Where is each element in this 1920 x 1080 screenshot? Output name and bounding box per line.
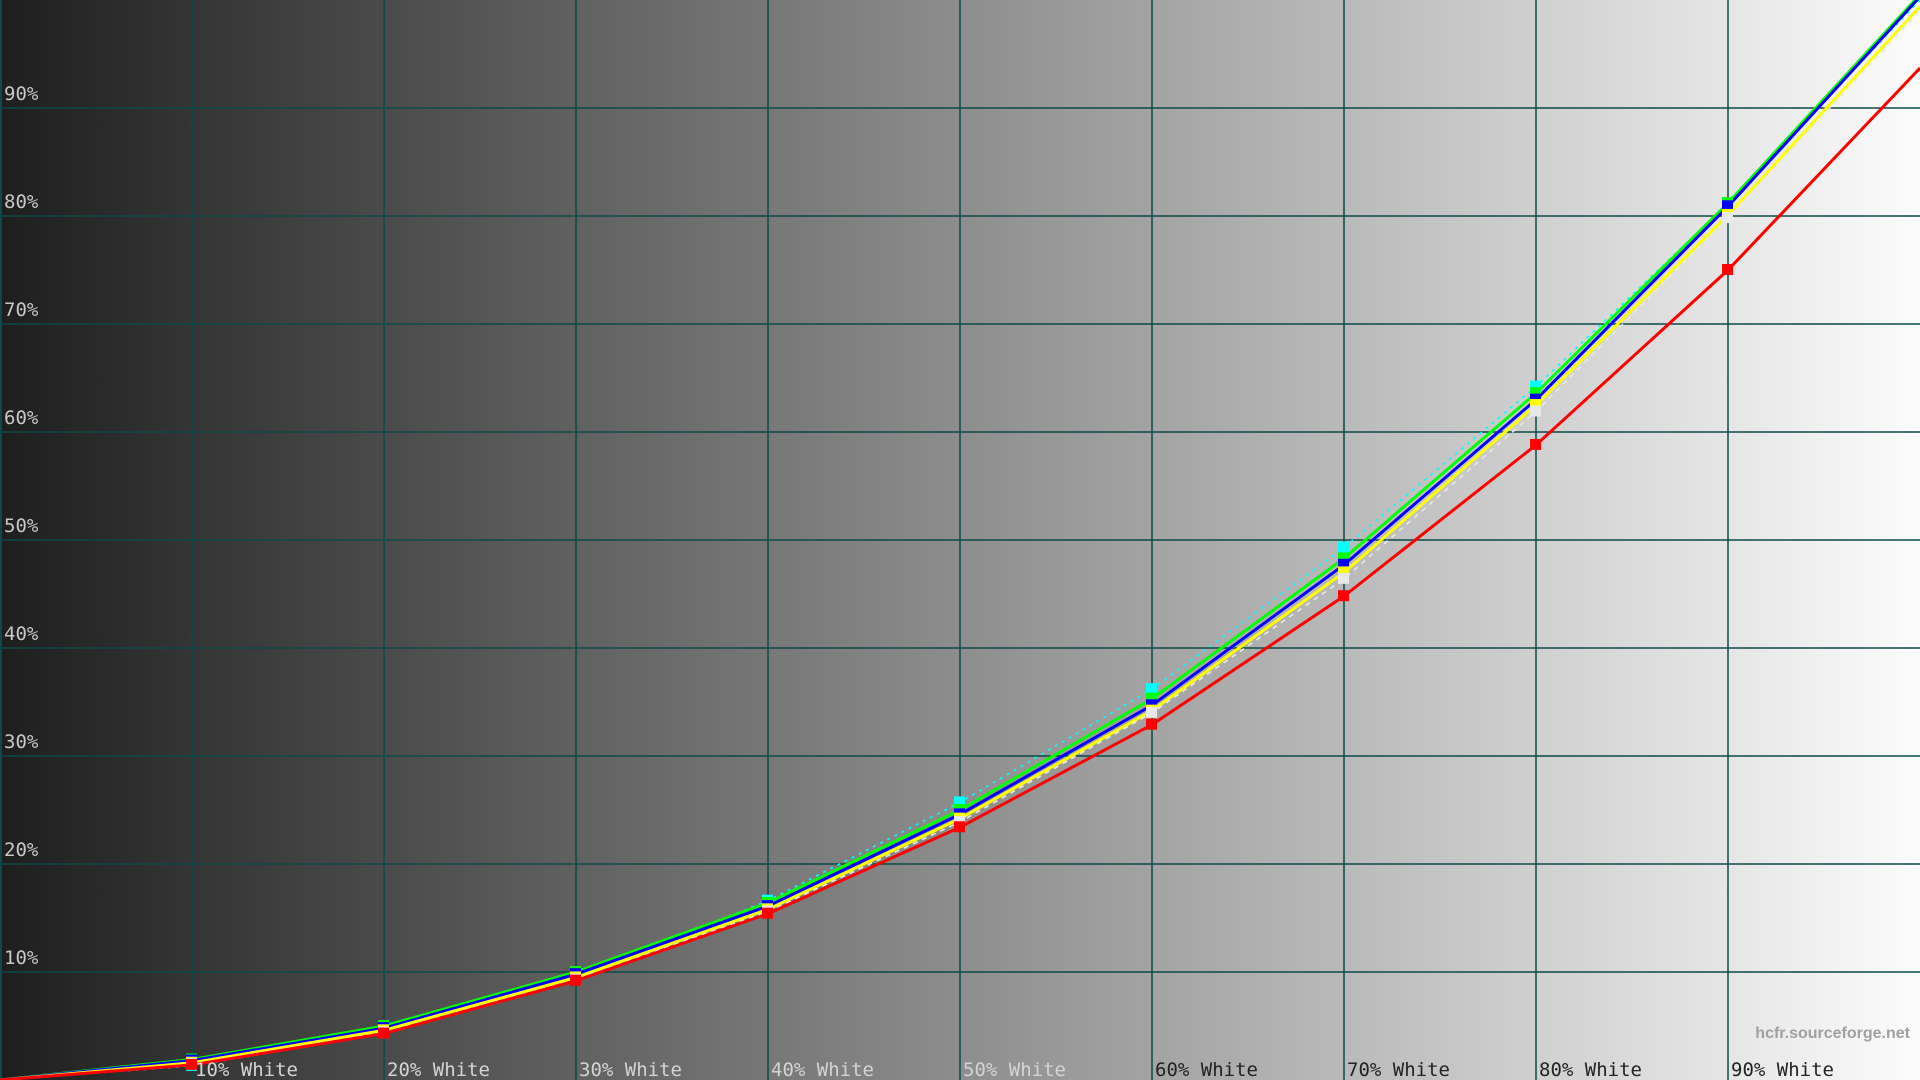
data-point xyxy=(1530,399,1541,410)
data-point xyxy=(1530,387,1541,399)
y-tick-label: 80% xyxy=(4,191,39,213)
x-tick-label: 50% White xyxy=(963,1059,1066,1080)
data-point xyxy=(570,974,581,986)
y-tick-label: 60% xyxy=(4,407,39,429)
tick-labels: 10% 20% 30% 40% 50% 60% 70% 80% 90% 10% White 20% … xyxy=(4,83,1834,1080)
data-point xyxy=(1530,405,1541,417)
x-tick-label: 40% White xyxy=(771,1059,874,1080)
data-point xyxy=(1146,683,1157,695)
data-point xyxy=(954,821,965,833)
x-tick-label: 30% White xyxy=(579,1059,682,1080)
y-tick-label: 40% xyxy=(4,623,39,645)
data-point xyxy=(1722,200,1733,212)
data-point xyxy=(1338,552,1349,564)
y-tick-label: 90% xyxy=(4,83,39,105)
data-point xyxy=(1146,692,1157,704)
y-tick-label: 50% xyxy=(4,515,39,537)
data-point xyxy=(1722,212,1733,224)
watermark: hcfr.sourceforge.net xyxy=(1755,1025,1910,1042)
x-tick-label: 20% White xyxy=(387,1059,490,1080)
y-tick-label: 30% xyxy=(4,731,39,753)
data-point xyxy=(1530,438,1541,450)
y-tick-label: 20% xyxy=(4,839,39,861)
data-point xyxy=(1146,706,1157,718)
y-tick-label: 70% xyxy=(4,299,39,321)
data-point xyxy=(1530,380,1541,392)
data-point xyxy=(1722,264,1733,275)
y-tick-label: 10% xyxy=(4,947,39,969)
x-tick-label: 60% White xyxy=(1155,1059,1258,1080)
data-point xyxy=(1338,590,1349,602)
data-point xyxy=(1338,541,1349,553)
data-point xyxy=(1338,566,1349,578)
data-point xyxy=(1338,558,1349,570)
data-point xyxy=(1338,572,1349,584)
x-tick-label: 80% White xyxy=(1539,1059,1642,1080)
data-point xyxy=(954,796,965,808)
x-tick-label: 90% White xyxy=(1731,1059,1834,1080)
data-point xyxy=(762,907,773,919)
x-tick-label: 10% White xyxy=(195,1059,298,1080)
data-point xyxy=(1146,718,1157,730)
data-point xyxy=(378,1027,389,1039)
data-point xyxy=(186,1058,197,1070)
x-tick-label: 70% White xyxy=(1347,1059,1450,1080)
